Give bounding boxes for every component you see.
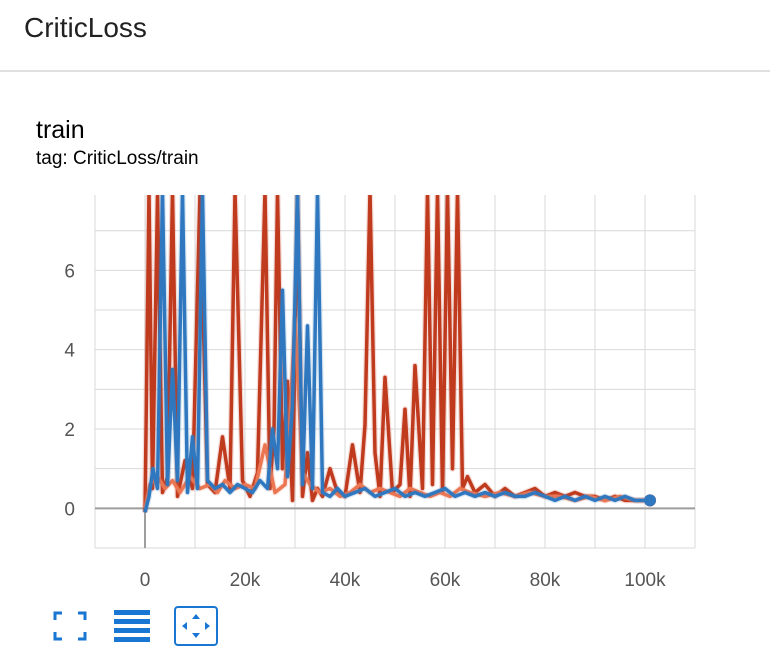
header: CriticLoss xyxy=(0,0,770,72)
fullscreen-button[interactable] xyxy=(48,606,92,646)
lines-icon xyxy=(114,610,150,642)
toggle-lines-button[interactable] xyxy=(110,606,154,646)
series-line xyxy=(143,195,650,513)
chart-series xyxy=(142,195,656,514)
y-tick-label: 4 xyxy=(64,341,75,362)
y-tick-label: 0 xyxy=(64,499,75,520)
fullscreen-icon xyxy=(53,611,87,641)
x-tick-label: 60k xyxy=(430,570,461,591)
x-tick-label: 80k xyxy=(530,570,561,591)
y-tick-label: 2 xyxy=(64,420,75,441)
y-tick-label: 6 xyxy=(64,261,75,282)
x-tick-label: 0 xyxy=(140,570,151,591)
fit-domain-button[interactable] xyxy=(174,606,218,646)
card-title: train xyxy=(36,116,85,144)
x-tick-label: 40k xyxy=(330,570,361,591)
chart-ticks: 0 2 4 6 0 20k 40k 60k 80k 100k xyxy=(64,261,666,591)
card-tag: tag: CriticLoss/train xyxy=(36,148,199,169)
series-line xyxy=(143,195,650,513)
series-smoothing-shadow xyxy=(142,195,650,513)
page-title: CriticLoss xyxy=(24,12,147,43)
x-tick-label: 100k xyxy=(624,570,666,591)
x-tick-label: 20k xyxy=(230,570,261,591)
series-endpoint xyxy=(644,494,656,507)
fit-domain-icon xyxy=(182,614,210,638)
line-chart[interactable]: 0 2 4 6 0 20k 40k 60k 80k 100k xyxy=(0,0,770,600)
